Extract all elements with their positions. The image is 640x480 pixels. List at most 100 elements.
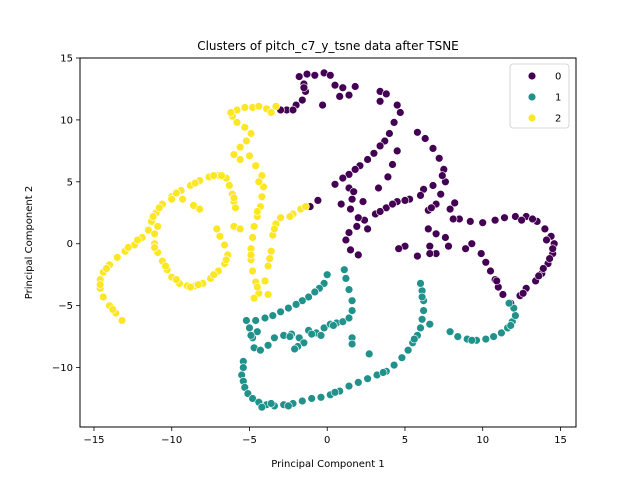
scatter-point-series-1 [347, 339, 357, 349]
scatter-point-series-1 [363, 374, 372, 383]
scatter-point-series-0 [344, 90, 354, 100]
scatter-point-series-0 [490, 216, 500, 225]
scatter-point-series-2 [236, 224, 245, 234]
scatter-point-series-1 [445, 327, 455, 336]
scatter-point-series-1 [253, 327, 262, 336]
scatter-point-series-2 [248, 233, 257, 242]
scatter-point-series-1 [307, 394, 316, 403]
scatter-point-series-2 [248, 266, 257, 276]
scatter-point-series-1 [403, 346, 413, 355]
scatter-point-series-2 [236, 155, 245, 164]
scatter-point-series-0 [539, 264, 548, 273]
scatter-point-series-1 [389, 360, 399, 370]
scatter-point-series-1 [263, 341, 273, 350]
scatter-point-series-0 [413, 128, 422, 137]
scatter-point-series-1 [425, 320, 434, 329]
scatter-point-series-1 [417, 315, 427, 324]
scatter-point-series-0 [492, 276, 501, 286]
scatter-point-series-2 [253, 207, 262, 216]
legend: 0 1 2 [509, 63, 570, 129]
scatter-point-series-2 [236, 143, 245, 152]
x-tick-label: −5 [242, 435, 257, 446]
scatter-point-series-1 [504, 299, 514, 308]
scatter-point-series-0 [337, 199, 346, 209]
scatter-point-series-0 [363, 224, 372, 234]
scatter-point-series-0 [338, 173, 347, 183]
scatter-point-series-1 [310, 287, 319, 297]
scatter-point-series-0 [354, 213, 363, 222]
scatter-point-series-0 [428, 144, 438, 153]
scatter-point-series-2 [246, 129, 256, 138]
legend-label: 0 [555, 72, 561, 83]
scatter-point-series-1 [506, 321, 515, 330]
scatter-point-series-0 [528, 214, 537, 224]
scatter-point-series-1 [304, 292, 313, 302]
scatter-point-series-1 [417, 292, 427, 302]
scatter-point-series-2 [209, 171, 218, 180]
scatter-point-series-1 [298, 296, 307, 305]
y-axis-label: Principal Component 2 [24, 186, 35, 299]
chart-title: Clusters of pitch_c7_y_tsne data after T… [197, 39, 459, 53]
scatter-point-series-0 [310, 71, 319, 80]
x-tick-label: −15 [83, 435, 104, 446]
scatter-point-series-0 [299, 83, 309, 92]
scatter-point-series-2 [301, 202, 310, 211]
scatter-point-series-1 [251, 316, 260, 325]
scatter-point-series-2 [172, 188, 181, 198]
scatter-point-series-0 [313, 196, 323, 205]
scatter-point-series-2 [95, 280, 105, 289]
scatter-point-series-2 [186, 282, 195, 292]
scatter-point-series-1 [316, 393, 326, 402]
scatter-point-series-0 [394, 244, 403, 253]
scatter-point-series-0 [330, 180, 340, 189]
scatter-point-series-2 [226, 108, 236, 117]
scatter-point-series-2 [263, 290, 273, 299]
scatter-point-series-2 [253, 282, 262, 292]
scatter-point-series-0 [393, 146, 402, 156]
legend-label: 2 [555, 114, 561, 125]
scatter-point-series-2 [113, 253, 122, 262]
scatter-point-series-0 [288, 105, 298, 115]
scatter-point-series-0 [375, 97, 385, 106]
scatter-point-series-0 [511, 212, 520, 221]
scatter-point-series-1 [270, 333, 279, 342]
scatter-point-series-0 [498, 290, 508, 299]
scatter-point-series-0 [431, 229, 441, 239]
scatter-point-series-2 [270, 224, 279, 234]
scatter-point-series-1 [330, 388, 340, 397]
scatter-point-series-2 [271, 102, 281, 111]
scatter-point-series-0 [481, 258, 490, 267]
x-tick-label: 0 [324, 435, 330, 446]
scatter-point-series-1 [329, 321, 338, 330]
scatter-point-series-0 [428, 181, 438, 190]
scatter-point-series-1 [242, 316, 251, 325]
scatter-point-series-1 [467, 336, 476, 345]
scatter-point-series-1 [344, 381, 354, 391]
scatter-point-series-1 [347, 306, 357, 315]
scatter-point-series-2 [217, 171, 226, 180]
scatter-point-series-2 [276, 213, 285, 222]
y-tick-label: −5 [58, 301, 73, 312]
scatter-point-series-1 [319, 323, 329, 333]
scatter-point-series-0 [545, 254, 554, 263]
y-axis: −10 −5 0 5 10 15 [52, 54, 80, 374]
scatter-point-series-1 [290, 344, 299, 354]
scatter-point-series-0 [302, 69, 312, 79]
legend-box [509, 63, 570, 129]
scatter-point-series-2 [102, 264, 111, 273]
scatter-point-series-0 [421, 134, 430, 143]
x-tick-label: −10 [161, 435, 182, 446]
scatter-point-series-1 [497, 328, 506, 338]
scatter-point-series-0 [346, 204, 355, 214]
scatter-point-series-0 [467, 239, 476, 248]
scatter-point-series-2 [267, 247, 276, 256]
scatter-point-series-2 [190, 178, 200, 188]
scatter-point-series-1 [284, 401, 293, 411]
scatter-point-series-0 [318, 100, 327, 110]
scatter-point-series-0 [518, 289, 528, 298]
scatter-point-series-1 [316, 331, 326, 340]
scatter-point-series-0 [438, 171, 447, 180]
scatter-point-series-2 [251, 161, 260, 170]
scatter-point-series-0 [466, 217, 475, 226]
scatter-point-series-0 [344, 170, 354, 179]
